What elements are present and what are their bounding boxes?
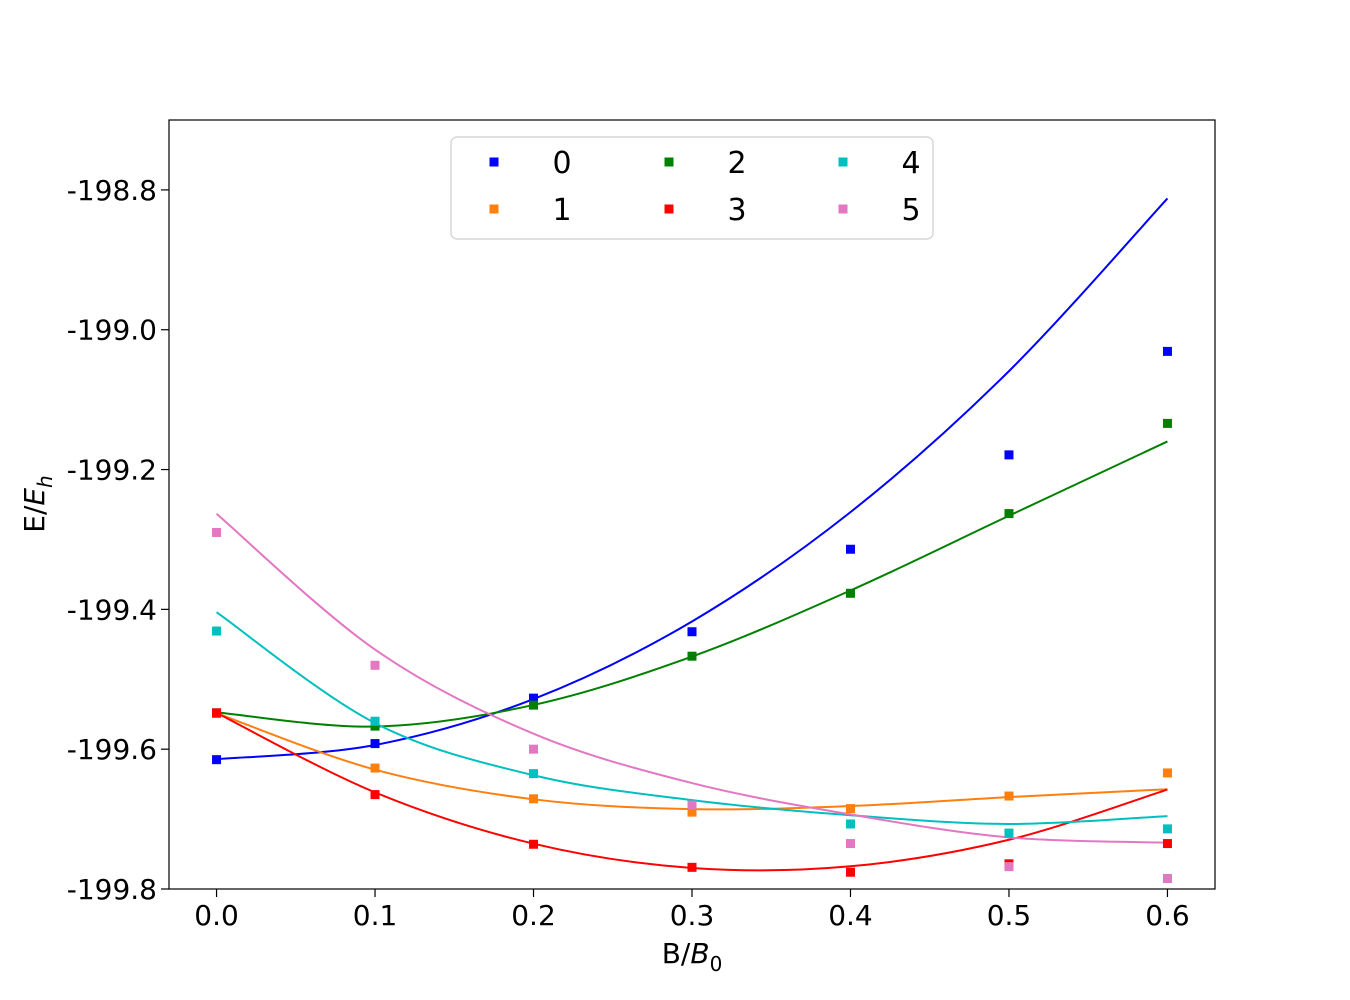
marker-series-4 [212, 627, 221, 636]
marker-series-1 [846, 804, 855, 813]
marker-series-3 [1163, 839, 1172, 848]
marker-series-5 [212, 528, 221, 537]
legend-marker-5 [839, 205, 848, 214]
marker-series-2 [688, 652, 697, 661]
marker-series-4 [371, 717, 380, 726]
marker-series-4 [846, 819, 855, 828]
marker-series-2 [529, 701, 538, 710]
marker-series-1 [1004, 792, 1013, 801]
x-tick-label: 0.1 [353, 899, 398, 932]
marker-series-2 [846, 589, 855, 598]
marker-series-0 [212, 755, 221, 764]
y-tick-label: -199.0 [67, 314, 157, 347]
y-axis-ticks: -199.8 -199.6 -199.4 -199.2 -199.0 -198.8 [67, 174, 169, 906]
y-tick-label: -199.4 [67, 593, 157, 626]
legend-label-5: 5 [901, 193, 920, 228]
x-tick-label: 0.0 [194, 899, 239, 932]
marker-series-4 [529, 769, 538, 778]
legend-box [451, 137, 933, 239]
marker-series-3 [688, 863, 697, 872]
marker-series-5 [371, 661, 380, 670]
marker-series-5 [846, 839, 855, 848]
y-tick-label: -199.8 [67, 873, 157, 906]
legend-marker-3 [665, 205, 674, 214]
marker-series-2 [1163, 419, 1172, 428]
marker-series-3 [371, 790, 380, 799]
marker-series-0 [371, 739, 380, 748]
x-axis-title: B/B0 [662, 937, 723, 976]
legend-label-3: 3 [727, 193, 746, 228]
y-tick-label: -199.6 [67, 733, 157, 766]
marker-series-5 [688, 801, 697, 810]
x-axis-ticks: 0.0 0.1 0.2 0.3 0.4 0.5 0.6 [194, 889, 1189, 932]
legend-label-1: 1 [552, 193, 571, 228]
marker-series-3 [212, 708, 221, 717]
marker-series-0 [1004, 450, 1013, 459]
x-tick-label: 0.5 [987, 899, 1032, 932]
marker-series-2 [1004, 509, 1013, 518]
legend-marker-4 [839, 158, 848, 167]
x-tick-label: 0.4 [828, 899, 873, 932]
marker-series-1 [1163, 768, 1172, 777]
legend-label-4: 4 [901, 146, 920, 181]
marker-series-3 [529, 840, 538, 849]
marker-series-3 [846, 868, 855, 877]
x-tick-label: 0.6 [1145, 899, 1190, 932]
legend-label-2: 2 [727, 146, 746, 181]
legend-marker-2 [665, 158, 674, 167]
legend-marker-1 [490, 205, 499, 214]
marker-series-5 [1004, 862, 1013, 871]
marker-series-0 [846, 545, 855, 554]
y-tick-label: -198.8 [67, 174, 157, 207]
marker-series-0 [1163, 347, 1172, 356]
y-tick-label: -199.2 [67, 454, 157, 487]
x-tick-label: 0.2 [511, 899, 556, 932]
marker-series-5 [1163, 874, 1172, 883]
y-axis-title: E/Eh [18, 475, 57, 533]
x-tick-label: 0.3 [670, 899, 715, 932]
marker-series-1 [529, 794, 538, 803]
marker-series-0 [688, 627, 697, 636]
marker-series-5 [529, 745, 538, 754]
marker-series-4 [1004, 829, 1013, 838]
marker-series-4 [1163, 824, 1172, 833]
legend-label-0: 0 [552, 146, 571, 181]
marker-series-1 [371, 764, 380, 773]
legend: 0 1 2 3 4 5 [451, 137, 933, 239]
legend-marker-0 [490, 158, 499, 167]
